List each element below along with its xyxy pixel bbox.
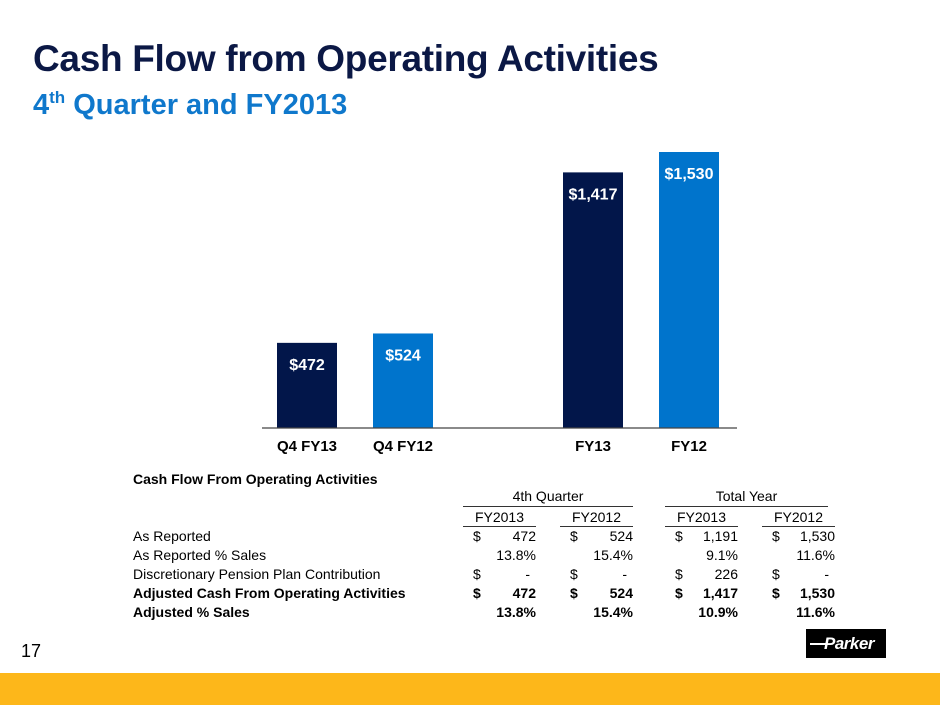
- table-cell: 15.4%: [593, 547, 633, 563]
- currency-symbol: $: [570, 528, 578, 544]
- table-cell: 10.9%: [698, 604, 738, 620]
- logo-line: [810, 643, 828, 645]
- table-cell: -: [622, 566, 627, 582]
- table-cell: -: [525, 566, 530, 582]
- page-number: 17: [21, 641, 42, 661]
- row-label: Discretionary Pension Plan Contribution: [133, 566, 381, 582]
- category-tick-label: FY12: [671, 438, 707, 455]
- year-header: FY2013: [665, 509, 738, 527]
- column-group-header: 4th Quarter: [463, 488, 633, 507]
- currency-symbol: $: [473, 528, 481, 544]
- table-cell: 13.8%: [496, 604, 536, 620]
- year-header: FY2013: [463, 509, 536, 527]
- category-tick-label: Q4 FY13: [277, 438, 337, 455]
- subtitle-superscript: th: [49, 88, 66, 107]
- table-cell: 1,417: [702, 585, 738, 601]
- currency-symbol: $: [473, 585, 481, 601]
- table-cell: 1,530: [799, 585, 835, 601]
- currency-symbol: $: [675, 528, 683, 544]
- table-cell: 226: [714, 566, 738, 582]
- category-tick-label: Q4 FY12: [373, 438, 433, 455]
- row-label: Adjusted % Sales: [133, 604, 250, 620]
- bar-q4-fy12: [373, 333, 433, 428]
- parker-logo: Parker: [806, 629, 886, 658]
- table-cell: 472: [512, 528, 536, 544]
- currency-symbol: $: [570, 566, 578, 582]
- year-header: FY2012: [560, 509, 633, 527]
- bar-data-label: $1,530: [665, 166, 714, 183]
- bar-q4-fy13: [277, 342, 337, 428]
- logo-text: Parker: [824, 634, 874, 653]
- row-label: Adjusted Cash From Operating Activities: [133, 585, 406, 601]
- row-label: As Reported: [133, 528, 211, 544]
- currency-symbol: $: [675, 566, 683, 582]
- currency-symbol: $: [675, 585, 683, 601]
- column-group-header: Total Year: [665, 488, 828, 507]
- currency-symbol: $: [570, 585, 578, 601]
- table-cell: -: [824, 566, 829, 582]
- table-cell: 472: [512, 585, 536, 601]
- currency-symbol: $: [772, 566, 780, 582]
- table-cell: 524: [609, 585, 633, 601]
- bar-data-label: $1,417: [569, 186, 618, 203]
- table-cell: 11.6%: [796, 604, 835, 620]
- category-tick-label: FY13: [575, 438, 611, 455]
- table-cell: 15.4%: [593, 604, 633, 620]
- category-labels-group: Q4 FY13 Q4 FY12 FY13 FY12: [277, 438, 707, 455]
- row-label: As Reported % Sales: [133, 547, 267, 563]
- bar-chart: $472 $524 $1,417 $1,530 Q4 FY13 Q4 FY12 FY13 F…: [262, 152, 737, 455]
- bars-group: $472 $524 $1,417 $1,530: [277, 152, 719, 428]
- year-header: FY2012: [762, 509, 835, 527]
- footer-bar: [0, 673, 940, 705]
- currency-symbol: $: [772, 528, 780, 544]
- subtitle-rest: Quarter and FY2013: [65, 89, 348, 121]
- page-subtitle: 4th Quarter and FY2013: [33, 88, 348, 122]
- table-title: Cash Flow From Operating Activities: [133, 471, 378, 487]
- bar-fy12: [659, 152, 719, 428]
- table-cell: 9.1%: [706, 547, 738, 563]
- subtitle-prefix: 4: [33, 89, 50, 121]
- bar-fy13: [563, 172, 623, 428]
- bar-data-label: $472: [289, 357, 325, 374]
- table-cell: 11.6%: [796, 547, 835, 563]
- table-cell: 1,530: [799, 528, 835, 544]
- currency-symbol: $: [473, 566, 481, 582]
- table-cell: 524: [609, 528, 633, 544]
- page-title: Cash Flow from Operating Activities: [33, 38, 659, 79]
- table-cell: 13.8%: [496, 547, 536, 563]
- bar-data-label: $524: [385, 347, 421, 364]
- table-cell: 1,191: [702, 528, 738, 544]
- currency-symbol: $: [772, 585, 780, 601]
